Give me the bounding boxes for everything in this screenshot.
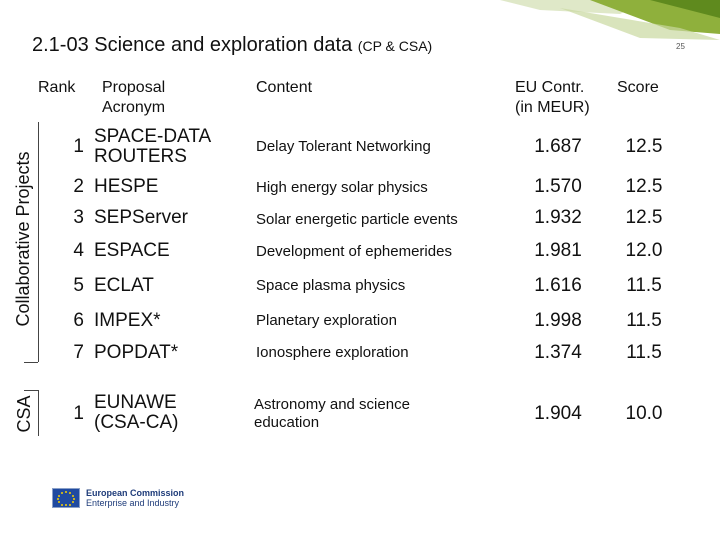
group-label-collaborative: Collaborative Projects [13, 151, 33, 327]
row-score: 11.5 [626, 310, 662, 331]
row-acronym: EUNAWE (CSA-CA) [94, 392, 179, 433]
row-contribution: 1.932 [534, 207, 582, 228]
eu-flag-icon [52, 488, 80, 508]
page-title: 2.1-03 Science and exploration data (CP … [32, 34, 433, 56]
row-score: 12.5 [625, 136, 663, 157]
corner-decoration [500, 0, 720, 40]
row-content: High energy solar physics [256, 179, 428, 196]
row-acronym: HESPE [94, 176, 159, 197]
row-rank: 5 [73, 275, 84, 296]
header-rank: Rank [38, 79, 76, 96]
row-contribution: 1.998 [534, 310, 582, 331]
collaborative-bracket-end [24, 362, 38, 363]
row-content: Solar energetic particle events [256, 211, 458, 228]
row-acronym: POPDAT* [94, 342, 179, 363]
row-acronym: IMPEX* [94, 310, 161, 331]
header-score: Score [617, 79, 659, 96]
row-score: 12.5 [625, 176, 663, 197]
row-score: 10.0 [625, 403, 663, 424]
row-content: Astronomy and science education [254, 396, 410, 431]
logo-line2: Enterprise and Industry [86, 498, 180, 508]
row-contribution: 1.374 [534, 342, 582, 363]
header-content: Content [256, 79, 313, 96]
page-number: 25 [676, 42, 685, 51]
row-acronym: SPACE-DATA ROUTERS [94, 126, 212, 167]
row-score: 11.5 [626, 342, 662, 363]
row-acronym: ECLAT [94, 275, 154, 296]
row-contribution: 1.904 [534, 403, 582, 424]
row-content: Delay Tolerant Networking [256, 138, 431, 155]
row-contribution: 1.687 [534, 136, 582, 157]
row-rank: 4 [73, 240, 84, 261]
row-content: Planetary exploration [256, 312, 397, 329]
row-content: Ionosphere exploration [256, 344, 409, 361]
row-acronym: ESPACE [94, 240, 170, 261]
row-content: Development of ephemerides [256, 243, 452, 260]
header-contribution: EU Contr. (in MEUR) [515, 79, 590, 116]
row-rank: 6 [73, 310, 84, 331]
group-label-csa: CSA [14, 395, 34, 433]
row-rank: 2 [73, 176, 84, 197]
csa-bracket-start [24, 390, 38, 391]
row-contribution: 1.616 [534, 275, 582, 296]
logo-line1: European Commission [86, 488, 185, 498]
header-acronym: Proposal Acronym [102, 79, 166, 116]
row-score: 12.5 [625, 207, 663, 228]
row-score: 11.5 [626, 275, 662, 296]
row-contribution: 1.981 [534, 240, 582, 261]
row-rank: 3 [73, 207, 84, 228]
collaborative-bracket [38, 122, 39, 362]
row-rank: 7 [73, 342, 84, 363]
row-rank: 1 [73, 403, 84, 424]
page-subtitle: (CP & CSA) [357, 38, 433, 54]
csa-bracket [38, 390, 39, 436]
row-score: 12.0 [625, 240, 663, 261]
row-content: Space plasma physics [256, 277, 406, 294]
european-commission-logo: European Commission Enterprise and Indus… [52, 488, 184, 508]
row-acronym: SEPServer [94, 207, 188, 228]
row-rank: 1 [73, 136, 84, 157]
row-contribution: 1.570 [534, 176, 582, 197]
